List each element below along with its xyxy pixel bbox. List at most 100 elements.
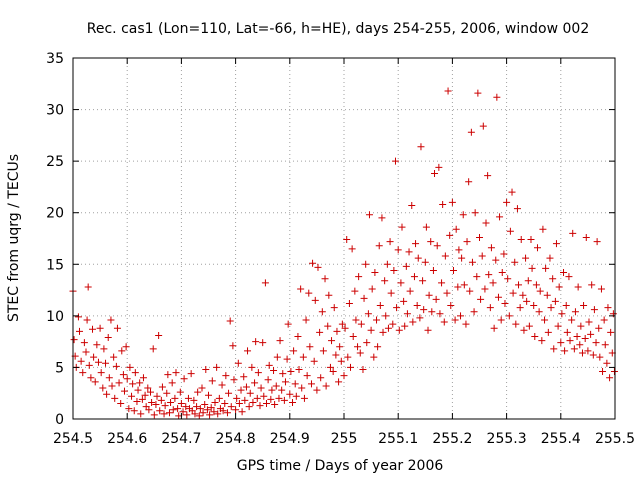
data-point — [324, 322, 332, 330]
data-point — [318, 308, 326, 316]
data-point — [516, 304, 524, 312]
data-point — [431, 170, 439, 178]
data-point — [414, 254, 422, 262]
data-point — [597, 285, 605, 293]
data-point — [164, 371, 172, 379]
data-point — [402, 262, 410, 270]
data-point — [201, 401, 209, 409]
data-point — [328, 337, 336, 345]
data-point — [70, 336, 78, 344]
data-point — [210, 408, 218, 416]
data-point — [172, 369, 180, 377]
data-point — [229, 342, 237, 350]
data-point — [314, 263, 322, 271]
data-point — [425, 291, 433, 299]
data-point — [476, 233, 483, 241]
data-point — [390, 266, 398, 274]
data-point — [272, 382, 280, 390]
data-point — [401, 322, 409, 330]
data-point — [215, 394, 223, 402]
data-point — [128, 392, 136, 400]
data-point — [485, 271, 493, 279]
data-point — [573, 332, 581, 340]
y-tick-label: 10 — [46, 309, 64, 325]
data-point — [133, 397, 141, 405]
data-point — [589, 351, 597, 359]
data-point — [134, 386, 142, 394]
data-point — [93, 341, 101, 349]
data-point — [397, 279, 405, 287]
data-point — [160, 410, 168, 418]
data-point — [400, 297, 408, 305]
x-tick-label: 255.3 — [487, 431, 527, 447]
data-point — [493, 93, 501, 101]
data-point — [260, 392, 268, 400]
data-point — [570, 345, 578, 353]
data-point — [500, 250, 508, 258]
x-axis-label: GPS time / Days of year 2006 — [237, 458, 444, 474]
data-point — [167, 398, 175, 406]
data-point — [438, 279, 446, 287]
data-point — [406, 287, 414, 295]
data-point — [503, 198, 511, 206]
data-point — [375, 242, 383, 250]
data-point — [94, 358, 102, 366]
x-tick-labels: 254.5 254.6 254.7 254.8 254.9 255 255.1 255.2 25… — [53, 431, 635, 447]
data-point — [270, 367, 278, 375]
data-point — [180, 375, 188, 383]
data-point — [138, 395, 146, 403]
data-point — [268, 386, 276, 394]
data-point — [422, 223, 430, 231]
data-point — [341, 324, 349, 332]
data-point — [145, 406, 153, 414]
data-point — [102, 359, 110, 367]
data-point — [449, 266, 457, 274]
x-tick-label: 254.7 — [161, 431, 201, 447]
data-point — [408, 201, 416, 209]
data-point — [558, 310, 566, 318]
data-point — [433, 242, 441, 250]
data-point — [439, 200, 447, 208]
data-point — [356, 349, 364, 357]
data-point — [455, 246, 463, 254]
data-point — [148, 398, 156, 406]
data-point — [76, 327, 84, 335]
data-point — [489, 279, 497, 287]
data-point — [584, 347, 592, 355]
data-point — [329, 368, 337, 376]
data-point — [544, 328, 552, 336]
data-point — [506, 227, 514, 235]
data-point — [257, 384, 265, 392]
data-point — [214, 410, 222, 418]
data-point — [568, 316, 576, 324]
data-point — [292, 392, 300, 400]
data-point — [379, 328, 387, 336]
data-point — [474, 89, 482, 97]
data-point — [454, 283, 462, 291]
data-point — [226, 317, 234, 325]
data-point — [307, 380, 315, 388]
data-point — [97, 369, 105, 377]
data-point — [248, 363, 256, 371]
data-point — [519, 291, 527, 299]
data-point — [152, 401, 160, 409]
data-point — [150, 411, 158, 419]
data-point — [504, 275, 512, 283]
data-point — [596, 353, 604, 361]
data-point — [600, 316, 608, 324]
data-point — [373, 316, 381, 324]
data-point — [382, 312, 390, 320]
data-point — [289, 398, 297, 406]
data-point — [550, 345, 558, 353]
data-point — [176, 388, 184, 396]
data-point — [245, 403, 253, 411]
data-point — [376, 302, 384, 310]
data-point — [298, 384, 306, 392]
data-point — [259, 339, 267, 347]
data-point — [593, 238, 601, 246]
data-point — [435, 163, 443, 171]
data-point — [297, 285, 305, 293]
data-point — [211, 398, 219, 406]
data-point — [471, 209, 479, 217]
data-point — [321, 275, 329, 283]
